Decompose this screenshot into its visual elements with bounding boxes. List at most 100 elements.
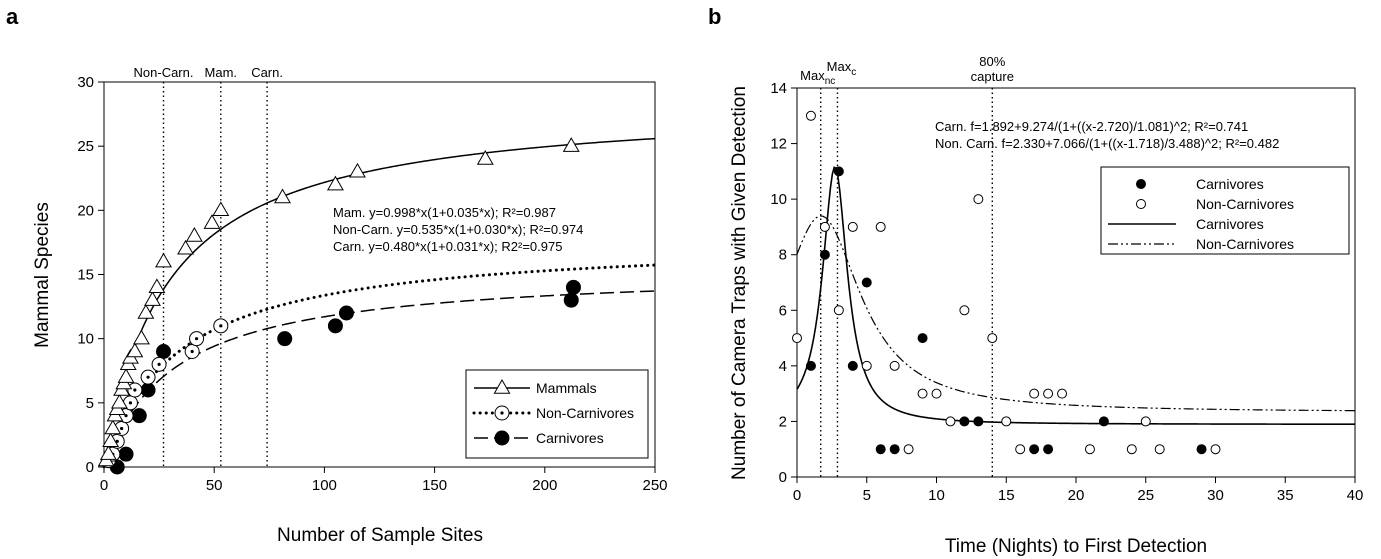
panel-b-y-tick-label-5: 10 (770, 191, 787, 208)
panel-a-series-1-point-10 (189, 331, 205, 347)
panel-a-series-0-point-17 (155, 252, 172, 268)
panel-a-series-1-point-3-dot (120, 426, 124, 431)
panel-a-series-0-point-23 (326, 175, 344, 191)
panel-b-series-0-point-10 (1029, 444, 1040, 455)
panel-a: a Non-Carn. Mam. Carn. 0 50 100 150 200 250 0 5 10… (6, 4, 668, 546)
panel-b-y-tick-label-4: 8 (779, 247, 787, 264)
panel-a-series-0-point-6 (110, 393, 128, 409)
panel-b-series-0-point-7 (917, 333, 928, 344)
panel-b-fit-curves (796, 166, 1356, 426)
panel-a-equations: Mam. y=0.998*x(1+0.035*x); R²=0.987 Non-… (333, 205, 583, 254)
panel-b-x-tick-label-2: 10 (928, 487, 945, 504)
panel-b-reference-line-label-1-subscript: c (851, 67, 856, 78)
panel-a-reference-line-label-1: Mam. (205, 65, 238, 80)
panel-a-series-2-point-5 (156, 344, 172, 359)
panel-b-series-0-point-0 (805, 360, 816, 371)
panel-b-legend-label-non-carnivores-fit: Non-Carnivores (1196, 236, 1294, 252)
panel-b-x-tick-label-7: 35 (1277, 487, 1294, 504)
panel-a-series-2-point-4 (140, 382, 156, 398)
panel-a-x-tick-label-3: 150 (422, 477, 447, 494)
panel-b-series-1-point-13 (973, 194, 984, 205)
panel-b-fit-curve-carnivores (796, 166, 1355, 426)
panel-a-legend: Mammals Non-Carnivores Carnivores (465, 369, 649, 459)
panel-b-series-1-point-20 (1084, 444, 1095, 455)
panel-b-legend-label-carnivores-points: Carnivores (1196, 176, 1264, 192)
panel-a-series-0-point-2 (102, 432, 120, 448)
panel-a-series-0-point-25 (476, 149, 494, 165)
panel-a-series-0-point-26 (562, 137, 580, 152)
panel-a-legend-label-non-carnivores: Non-Carnivores (536, 405, 634, 421)
panel-b-fit-curve-non-carnivores (796, 215, 1356, 412)
panel-a-series-0-point-12 (126, 342, 144, 358)
panel-a-series-1-point-6-dot (133, 388, 137, 392)
panel-a-series-0-point-3 (104, 419, 122, 435)
panel-a-y-tick-label-3: 15 (77, 267, 94, 284)
panel-b-series-0-point-13 (1196, 444, 1207, 455)
panel-a-series-2-point-10 (565, 279, 581, 295)
panel-b-series-1-point-10 (931, 388, 942, 399)
panel-b-x-tick-label-3: 15 (998, 487, 1015, 504)
panel-b-series-1-point-21 (1126, 444, 1137, 455)
panel-b-reference-line-label-2-line2: capture (971, 69, 1014, 84)
panel-a-series-1-point-7 (140, 369, 156, 385)
panel-a-x-tick-label-5: 250 (642, 477, 667, 494)
panel-a-legend-marker-mammals (493, 378, 511, 394)
panel-b-series-0-point-3 (847, 360, 858, 371)
panel-a-series-0-point-1 (99, 445, 117, 460)
panel-b-y-tick-label-3: 6 (779, 302, 787, 319)
panel-b-legend-marker-carnivores (1136, 179, 1146, 189)
panel-a-legend-label-mammals: Mammals (536, 380, 597, 396)
panel-b-x-tick-label-8: 40 (1347, 487, 1364, 504)
panel-b-series-1-point-0 (792, 333, 802, 344)
panel-b-reference-line-label-0-subscript: nc (825, 76, 836, 87)
panel-b-y-tick-label-1: 2 (779, 413, 787, 430)
panel-b-series-1-point-18 (1043, 388, 1054, 399)
panel-a-fit-curve-0 (103, 137, 656, 468)
panel-b-series-0-point-1 (819, 249, 830, 260)
panel-b-x-axis-title: Time (Nights) to First Detection (945, 536, 1207, 557)
panel-b-series-1-point-17 (1029, 388, 1040, 399)
panel-a-x-tick-label-4: 200 (532, 477, 557, 494)
panel-a-series-0-point-20 (203, 214, 221, 229)
panel-a-series-1-point-11 (213, 318, 229, 334)
panel-a-series-1-point-5-dot (128, 401, 133, 405)
panel-b-series-0-point-11 (1043, 444, 1054, 455)
panel-a-series-1-point-9 (184, 344, 200, 359)
panel-a-ticks: 0 50 100 150 200 250 0 5 10 15 20 25 30 (77, 74, 667, 494)
panel-b-y-tick-label-7: 14 (770, 80, 787, 97)
panel-a-series-1-point-7-dot (146, 375, 150, 379)
panel-a-letter: a (6, 4, 19, 29)
panel-a-reference-line-label-2: Carn. (251, 65, 283, 80)
panel-a-reference-line-label-0: Non-Carn. (134, 65, 194, 80)
panel-a-series-1-point-9-dot (190, 349, 194, 354)
panel-a-series-1-point-11-dot (219, 324, 223, 328)
panel-b-reference-line-label-2: 80% (979, 54, 1005, 69)
panel-a-series-1-point-6 (127, 382, 143, 398)
panel-a-series-0-point-13 (133, 329, 150, 345)
panel-b-series-1-point-24 (1210, 444, 1221, 455)
panel-b-series-1-point-4 (847, 221, 858, 232)
panel-b-series-1-point-19 (1057, 388, 1068, 399)
panel-b-legend-label-carnivores-fit: Carnivores (1196, 216, 1264, 232)
panel-a-series-2-point-2 (118, 446, 134, 462)
panel-b-y-tick-label-0: 0 (779, 469, 787, 486)
panel-b-series-1-point-6 (875, 221, 886, 232)
panel-b-series-1-point-2 (819, 221, 830, 232)
panel-a-series-0-point-15 (144, 291, 161, 306)
panel-b-x-tick-label-4: 20 (1068, 487, 1085, 504)
panel-b-series-0-point-2 (833, 166, 844, 177)
panel-b-series-1-point-1 (805, 110, 816, 121)
panel-a-legend-marker-non-carnivores-dot (500, 411, 504, 415)
panel-b-series-0-point-9 (973, 416, 984, 427)
panel-a-y-tick-label-4: 20 (77, 202, 94, 219)
panel-b-data-points (792, 110, 1221, 455)
panel-b-series-1-point-16 (1015, 444, 1026, 455)
panel-a-series-2-point-6 (277, 331, 293, 347)
panel-b-series-0-point-5 (875, 444, 886, 455)
panel-b-x-tick-label-0: 0 (793, 487, 801, 504)
panel-a-x-tick-label-0: 0 (100, 477, 108, 494)
panel-b-x-tick-label-6: 30 (1207, 487, 1224, 504)
panel-b-series-1-point-23 (1154, 444, 1165, 455)
panel-b-series-0-point-8 (959, 416, 970, 427)
